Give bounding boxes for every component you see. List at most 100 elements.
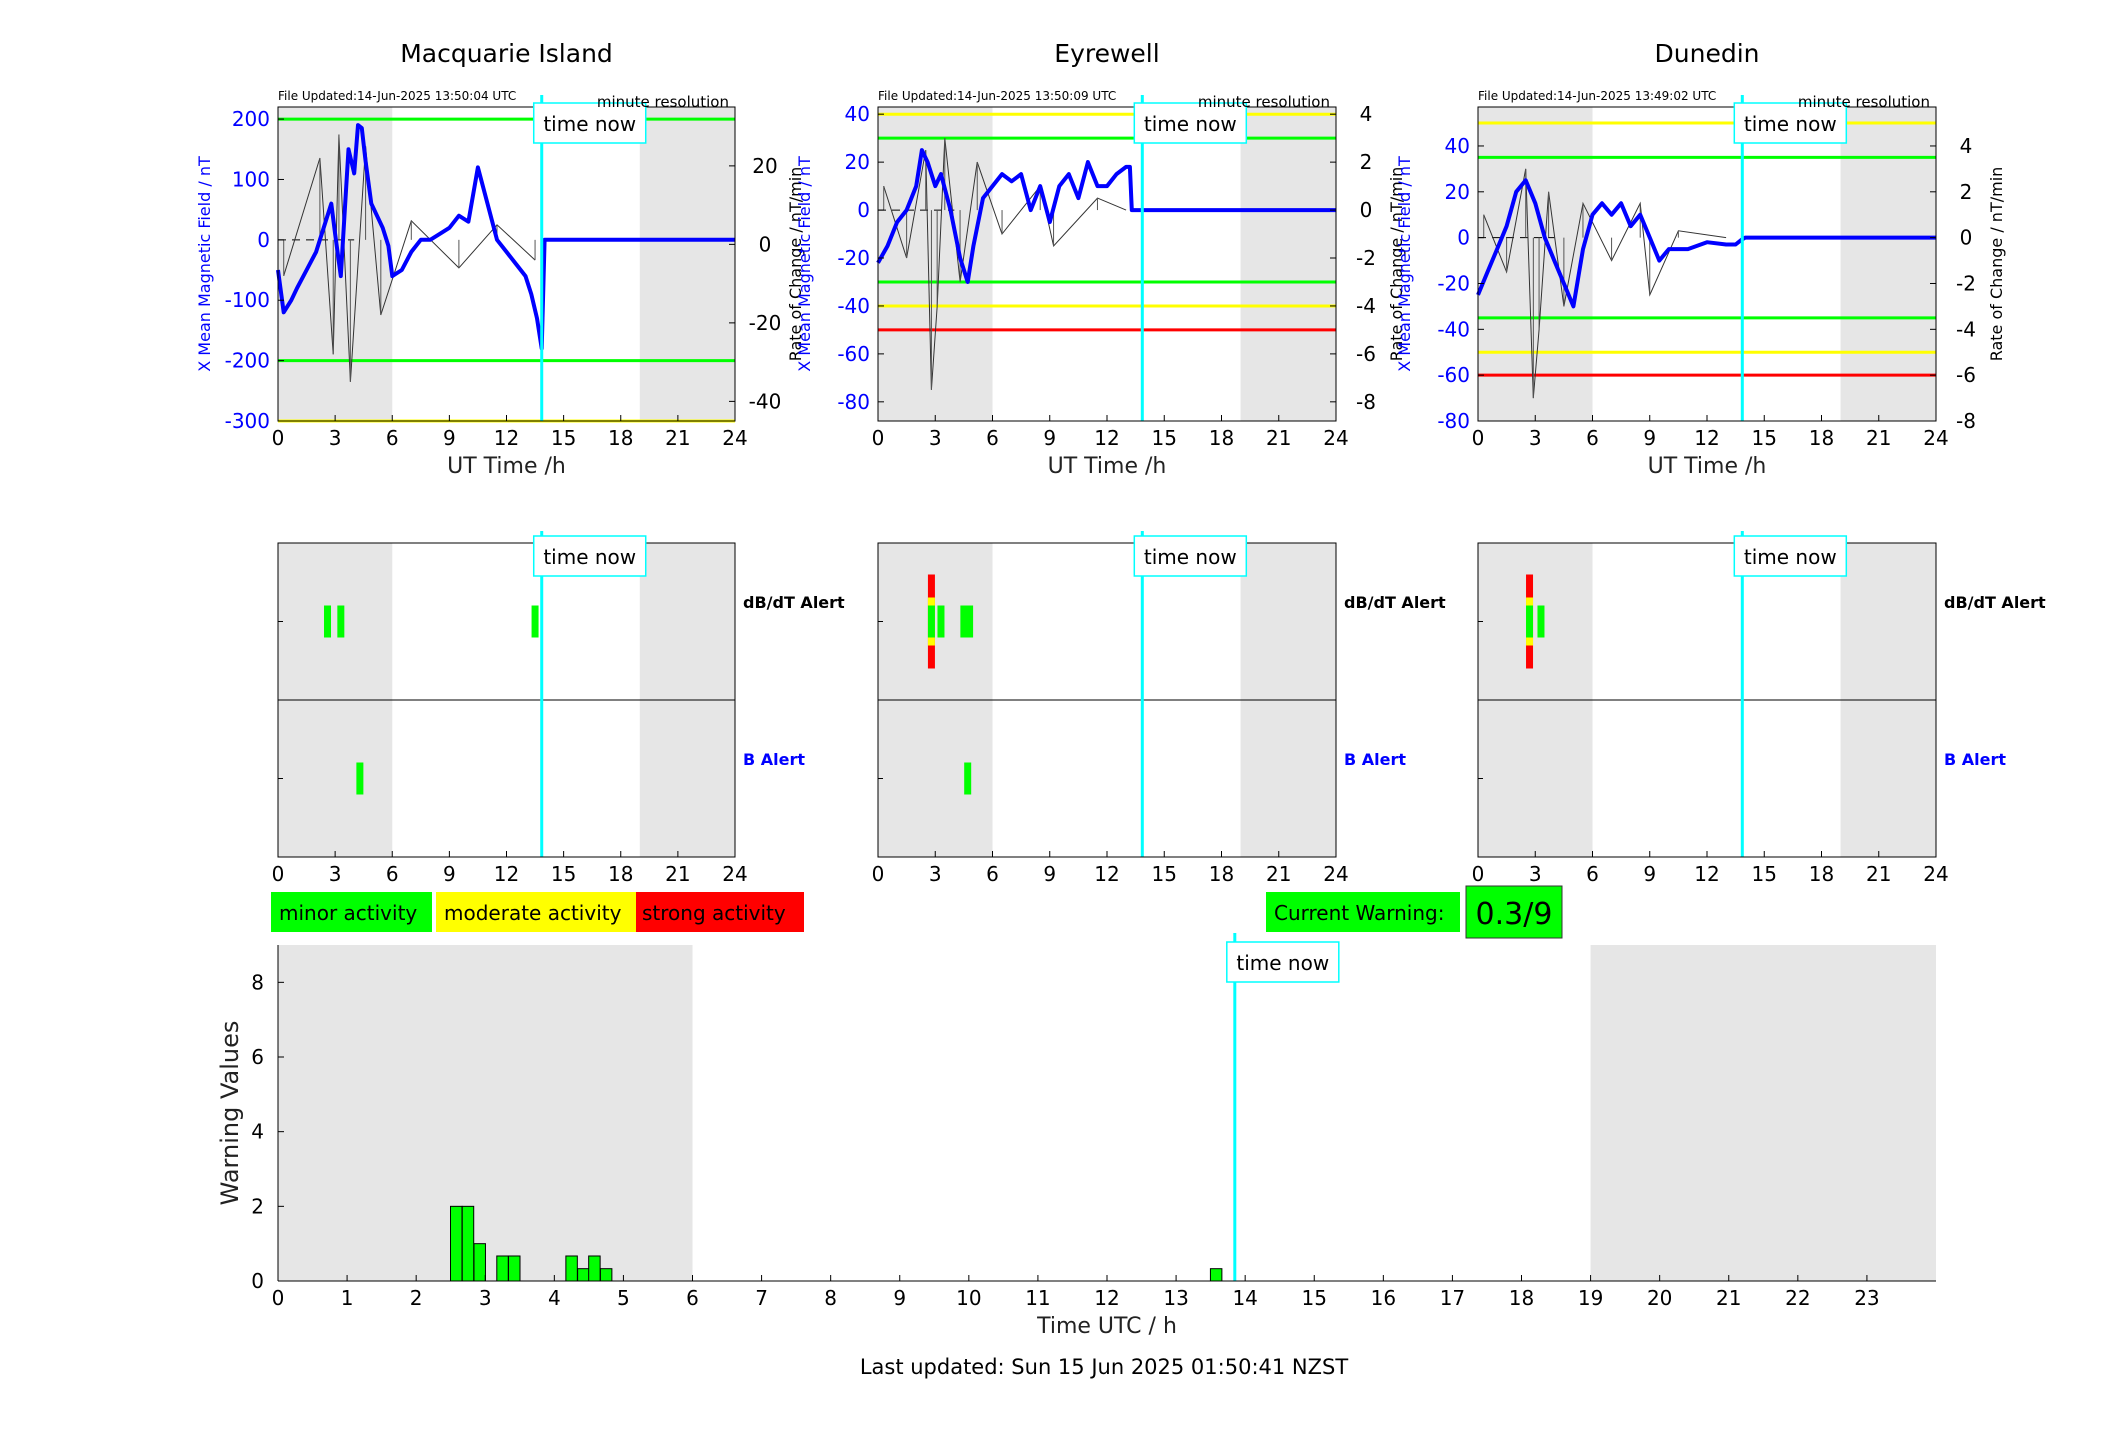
x-tick-label: 13 [1163, 1286, 1188, 1310]
dbdt-alert-label: dB/dT Alert [1344, 593, 1446, 612]
y-tick-label: 100 [232, 167, 270, 191]
x-tick-label: 18 [1209, 862, 1234, 886]
alert-panel-1: time now dB/dT Alert B Alert 0 3 6 9 12 15 18 21 24 [272, 531, 845, 886]
x-tick-label: 1 [341, 1286, 354, 1310]
night-shading [639, 107, 735, 421]
time-now-label: time now [1236, 951, 1329, 975]
x-tick-label: 15 [1302, 1286, 1327, 1310]
x-tick-label: 0 [272, 862, 285, 886]
y2-tick-label: -40 [749, 389, 782, 413]
file-updated-text: File Updated:14-Jun-2025 13:50:04 UTC [278, 89, 516, 103]
y2-tick-label: -4 [1956, 317, 1976, 341]
y-tick-label: 200 [232, 107, 270, 131]
warning-bar [473, 1243, 486, 1282]
current-warning: Current Warning: 0.3/9 [1266, 885, 1563, 939]
time-now-box [1733, 535, 1848, 577]
b-alert-label: B Alert [1344, 750, 1406, 769]
night-shading [878, 107, 993, 421]
warning-bar [577, 1268, 590, 1282]
night-shading [1240, 107, 1336, 421]
dbdt-alert-bar [1537, 605, 1545, 638]
y2-tick-label: -20 [749, 311, 782, 335]
x-tick-label: 18 [608, 862, 633, 886]
x-tick-label: 24 [1323, 862, 1348, 886]
x-tick-label: 15 [1152, 862, 1177, 886]
x-tick-label: 18 [1509, 1286, 1534, 1310]
y-tick-label: -20 [1437, 271, 1470, 295]
y-tick-label: 6 [251, 1045, 264, 1069]
time-now-label: time now [543, 545, 636, 569]
time-now-box [1133, 102, 1248, 144]
y2-tick-label: 0 [1960, 226, 1973, 250]
x-tick-label: 6 [986, 862, 999, 886]
y2-tick-label: 2 [1960, 180, 1973, 204]
x-tick-label: 18 [1809, 862, 1834, 886]
warning-bar [461, 1205, 475, 1282]
x-tick-label: 7 [755, 1286, 768, 1310]
legend-moderate-swatch [436, 892, 636, 932]
x-tick-label: 9 [443, 426, 456, 450]
y2-tick-label: 2 [1360, 150, 1373, 174]
time-now-box [1133, 535, 1248, 577]
dbdt-alert-bar [927, 605, 935, 638]
time-now-box [1226, 941, 1340, 983]
y-axis-label-right: Rate of Change / nT/min [1987, 167, 2006, 362]
x-tick-label: 3 [929, 426, 942, 450]
b-alert-label: B Alert [743, 750, 805, 769]
alert-panel-2: time now dB/dT Alert B Alert 0 3 6 9 12 15 18 21 24 [872, 531, 1446, 886]
y-tick-label: 8 [251, 970, 264, 994]
time-now-box [532, 535, 647, 577]
y-tick-label: 0 [1457, 226, 1470, 250]
resolution-text: minute resolution [597, 93, 729, 111]
y-axis-label-left: X Mean Magnetic Field / nT [1395, 156, 1414, 372]
legend-minor-swatch [271, 892, 432, 932]
x-tick-label: 6 [686, 1286, 699, 1310]
time-now-box [532, 102, 647, 144]
x-tick-label: 21 [1866, 862, 1891, 886]
warning-bar [508, 1255, 521, 1282]
y-tick-label: 0 [257, 228, 270, 252]
y-tick-label: 2 [251, 1194, 264, 1218]
x-tick-label: 15 [1752, 426, 1777, 450]
x-tick-label: 23 [1854, 1286, 1879, 1310]
x-tick-label: 21 [665, 862, 690, 886]
legend-strong-label: strong activity [642, 901, 786, 925]
x-tick-label: 4 [548, 1286, 561, 1310]
legend-moderate-label: moderate activity [444, 901, 622, 925]
warning-bar [565, 1255, 578, 1282]
y-tick-label: -40 [837, 294, 870, 318]
dbdt-alert-label: dB/dT Alert [743, 593, 845, 612]
y2-tick-label: -8 [1956, 409, 1976, 433]
dbdt-alert-label: dB/dT Alert [1944, 593, 2046, 612]
x-tick-label: 3 [929, 862, 942, 886]
x-tick-label: 21 [1266, 426, 1291, 450]
x-tick-label: 10 [956, 1286, 981, 1310]
x-tick-label: 24 [722, 862, 747, 886]
dbdt-alert-bar [324, 605, 332, 638]
x-tick-label: 0 [872, 862, 885, 886]
magnetic-field-series [1476, 178, 1936, 309]
activity-legend: minor activity moderate activity strong … [271, 892, 804, 932]
dbdt-alert-bar [1526, 605, 1534, 638]
file-updated-text: File Updated:14-Jun-2025 13:49:02 UTC [1478, 89, 1716, 103]
dbdt-alert-bar [960, 605, 968, 638]
x-tick-label: 24 [1923, 862, 1948, 886]
y2-tick-label: -4 [1356, 294, 1376, 318]
y-axis-label-right: Rate of Change / nT/min [1387, 167, 1406, 362]
y2-tick-label: 0 [759, 232, 772, 256]
dbdt-alert-bar [531, 605, 539, 638]
x-tick-label: 12 [494, 426, 519, 450]
x-tick-label: 21 [1866, 426, 1891, 450]
y-tick-label: -300 [225, 409, 270, 433]
magnetic-field-series [276, 123, 735, 351]
x-tick-label: 2 [410, 1286, 423, 1310]
dbdt-alert-bar [937, 605, 945, 638]
x-tick-label: 12 [1094, 1286, 1119, 1310]
x-tick-label: 16 [1371, 1286, 1396, 1310]
x-tick-label: 9 [893, 1286, 906, 1310]
y-tick-label: 0 [251, 1269, 264, 1293]
x-tick-label: 15 [551, 426, 576, 450]
y-tick-label: 20 [1445, 180, 1470, 204]
y2-tick-label: -6 [1956, 363, 1976, 387]
